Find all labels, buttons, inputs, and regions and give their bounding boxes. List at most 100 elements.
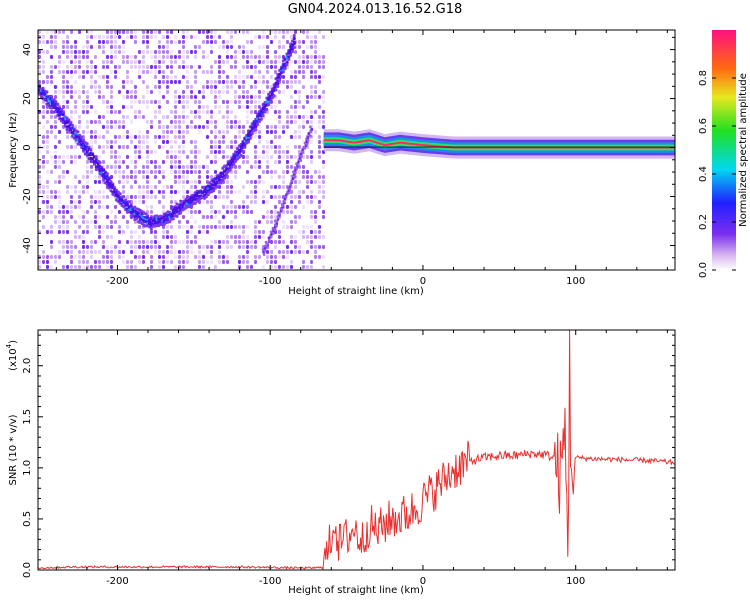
noise-cell bbox=[178, 55, 181, 59]
noise-cell bbox=[322, 180, 325, 184]
noise-cell bbox=[154, 30, 157, 34]
noise-cell bbox=[254, 110, 257, 114]
noise-cell bbox=[54, 215, 57, 219]
noise-cell bbox=[174, 60, 177, 64]
noise-cell bbox=[294, 215, 297, 219]
noise-cell bbox=[254, 150, 257, 154]
arc-cell bbox=[122, 195, 126, 199]
noise-cell bbox=[86, 245, 89, 249]
noise-cell bbox=[238, 100, 241, 104]
noise-cell bbox=[298, 105, 301, 109]
noise-cell bbox=[294, 60, 297, 64]
noise-cell bbox=[222, 255, 225, 259]
noise-cell bbox=[114, 120, 117, 124]
arc-cell bbox=[230, 165, 234, 169]
noise-cell bbox=[106, 120, 109, 124]
noise-cell bbox=[218, 225, 221, 229]
noise-cell bbox=[306, 95, 309, 99]
noise-cell bbox=[258, 60, 261, 64]
noise-cell bbox=[190, 90, 193, 94]
noise-cell bbox=[134, 85, 137, 89]
noise-cell bbox=[134, 160, 137, 164]
noise-cell bbox=[186, 230, 189, 234]
noise-cell bbox=[242, 55, 245, 59]
noise-cell bbox=[218, 75, 221, 79]
noise-cell bbox=[94, 260, 97, 264]
noise-cell bbox=[114, 135, 117, 139]
noise-cell bbox=[78, 155, 81, 159]
noise-cell bbox=[262, 235, 265, 239]
noise-cell bbox=[162, 45, 165, 49]
noise-cell bbox=[78, 125, 81, 129]
noise-cell bbox=[166, 65, 169, 69]
noise-cell bbox=[106, 215, 109, 219]
noise-cell bbox=[250, 190, 253, 194]
noise-cell bbox=[74, 200, 77, 204]
noise-cell bbox=[314, 35, 317, 39]
noise-cell bbox=[310, 200, 313, 204]
noise-cell bbox=[86, 260, 89, 264]
noise-cell bbox=[114, 35, 117, 39]
noise-cell bbox=[234, 55, 237, 59]
noise-cell bbox=[202, 265, 205, 269]
noise-cell bbox=[246, 90, 249, 94]
noise-cell bbox=[278, 160, 281, 164]
noise-cell bbox=[246, 260, 249, 264]
noise-cell bbox=[82, 230, 85, 234]
noise-cell bbox=[210, 140, 213, 144]
noise-cell bbox=[230, 180, 233, 184]
noise-cell bbox=[86, 105, 89, 109]
noise-cell bbox=[286, 210, 289, 214]
noise-cell bbox=[274, 240, 277, 244]
noise-cell bbox=[310, 120, 313, 124]
noise-cell bbox=[170, 140, 173, 144]
noise-cell bbox=[134, 100, 137, 104]
noise-cell bbox=[306, 250, 309, 254]
noise-cell bbox=[222, 140, 225, 144]
arc-cell bbox=[274, 88, 278, 92]
noise-cell bbox=[42, 35, 45, 39]
noise-cell bbox=[170, 240, 173, 244]
noise-cell bbox=[194, 100, 197, 104]
noise-cell bbox=[182, 225, 185, 229]
noise-cell bbox=[322, 195, 325, 199]
noise-cell bbox=[42, 65, 45, 69]
noise-cell bbox=[214, 35, 217, 39]
noise-cell bbox=[278, 125, 281, 129]
noise-cell bbox=[182, 165, 185, 169]
noise-cell bbox=[246, 255, 249, 259]
arc-cell bbox=[309, 130, 312, 134]
noise-cell bbox=[242, 130, 245, 134]
noise-cell bbox=[174, 135, 177, 139]
noise-cell bbox=[154, 175, 157, 179]
noise-cell bbox=[270, 125, 273, 129]
noise-cell bbox=[230, 125, 233, 129]
colorbar-tick-label: 0.4 bbox=[698, 166, 709, 182]
noise-cell bbox=[66, 145, 69, 149]
noise-cell bbox=[306, 65, 309, 69]
noise-cell bbox=[194, 110, 197, 114]
noise-cell bbox=[110, 55, 113, 59]
noise-cell bbox=[58, 70, 61, 74]
noise-cell bbox=[146, 190, 149, 194]
y-tick-label: 1.0 bbox=[22, 460, 33, 476]
noise-cell bbox=[218, 150, 221, 154]
arc-cell bbox=[290, 49, 294, 54]
noise-cell bbox=[234, 100, 237, 104]
noise-cell bbox=[78, 65, 81, 69]
noise-cell bbox=[146, 100, 149, 104]
noise-cell bbox=[170, 190, 173, 194]
noise-cell bbox=[158, 165, 161, 169]
noise-cell bbox=[294, 240, 297, 244]
noise-cell bbox=[182, 40, 185, 44]
noise-cell bbox=[154, 35, 157, 39]
noise-cell bbox=[174, 130, 177, 134]
noise-cell bbox=[242, 75, 245, 79]
noise-cell bbox=[234, 240, 237, 244]
noise-cell bbox=[90, 70, 93, 74]
noise-cell bbox=[254, 230, 257, 234]
noise-cell bbox=[238, 125, 241, 129]
arc-cell bbox=[228, 168, 232, 172]
noise-cell bbox=[134, 30, 137, 34]
noise-cell bbox=[218, 245, 221, 249]
